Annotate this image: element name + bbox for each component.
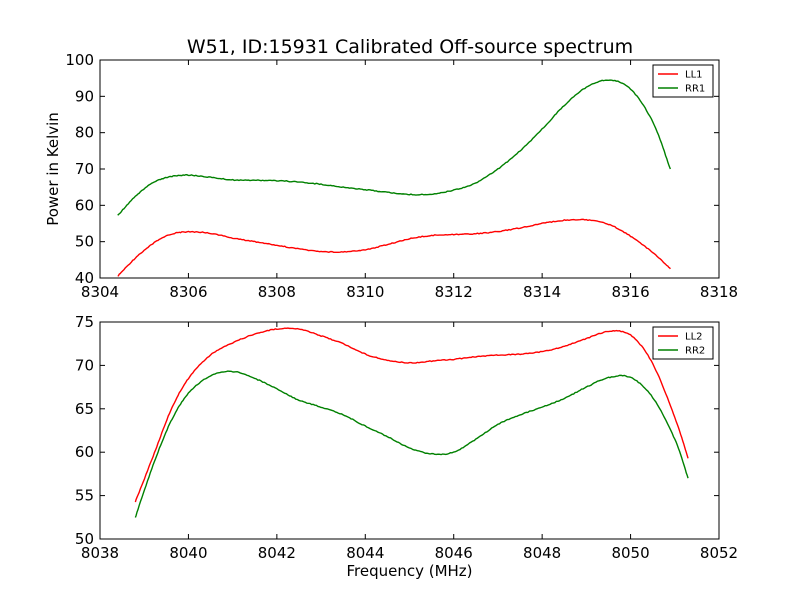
legend-label-rr1: RR1 — [685, 84, 705, 95]
bottom-plot-frame — [99, 321, 720, 540]
y-tick-label: 90 — [75, 87, 94, 105]
y-tick-label: 100 — [65, 51, 94, 69]
x-tick-label: 8042 — [258, 544, 296, 562]
x-tick-label: 8038 — [81, 544, 119, 562]
x-tick-label: 8306 — [169, 283, 207, 301]
legend-box — [652, 64, 714, 98]
series-line-ll1 — [117, 218, 671, 277]
y-tick-label: 65 — [75, 400, 94, 418]
x-tick-label: 8316 — [611, 283, 649, 301]
x-tick-label: 8044 — [346, 544, 384, 562]
figure-title: W51, ID:15931 Calibrated Off-source spec… — [187, 36, 633, 58]
y-tick-label: 80 — [75, 124, 94, 142]
y-tick-label: 40 — [75, 269, 94, 287]
y-tick-label: 55 — [75, 487, 94, 505]
top-panel: 8304 8306 8308 8310 8312 8314 8316 8318 40 50 60 70… — [44, 51, 738, 301]
x-tick-label: 8314 — [523, 283, 561, 301]
x-tick-label: 8046 — [435, 544, 473, 562]
x-tick-label: 8050 — [611, 544, 649, 562]
series-line-rr1 — [117, 79, 672, 216]
series-line-ll2 — [134, 327, 689, 503]
x-tick-label: 8304 — [81, 283, 119, 301]
y-tick-label: 60 — [75, 443, 94, 461]
y-tick-label: 50 — [75, 530, 94, 548]
y-tick-label: 50 — [75, 233, 94, 251]
x-tick-label: 8048 — [523, 544, 561, 562]
x-axis-label: Frequency (MHz) — [346, 562, 472, 580]
panels: 8304 8306 8308 8310 8312 8314 8316 8318 40 50 60 70… — [44, 51, 738, 580]
legend-label-rr2: RR2 — [685, 346, 705, 357]
y-tick-label: 70 — [75, 160, 94, 178]
x-tick-label: 8312 — [435, 283, 473, 301]
x-tick-label: 8308 — [258, 283, 296, 301]
x-tick-label: 8318 — [700, 283, 738, 301]
legend-label-ll1: LL1 — [685, 70, 703, 81]
y-axis-label: Power in Kelvin — [44, 112, 62, 226]
x-tick-label: 8310 — [346, 283, 384, 301]
bottom-panel: 8038 8040 8042 8044 8046 8048 8050 8052 50 55 60 65… — [75, 313, 738, 580]
x-tick-label: 8040 — [169, 544, 207, 562]
y-tick-label: 70 — [75, 356, 94, 374]
y-tick-label: 75 — [75, 313, 94, 331]
legend-label-ll2: LL2 — [685, 332, 703, 343]
y-tick-label: 60 — [75, 196, 94, 214]
top-plot-frame — [99, 59, 720, 279]
legend-box — [652, 326, 714, 360]
x-tick-label: 8052 — [700, 544, 738, 562]
series-line-rr2 — [134, 370, 689, 518]
